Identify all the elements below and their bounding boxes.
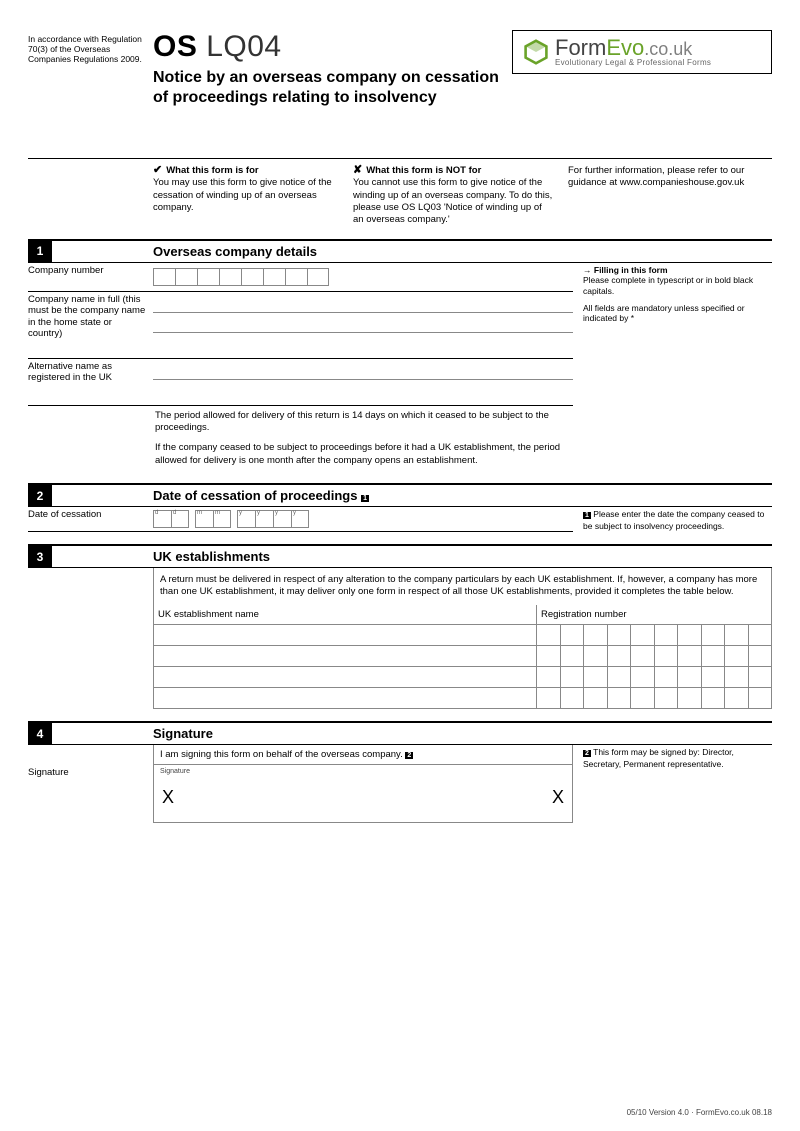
info-for: ✔What this form is for You may use this … <box>153 165 353 227</box>
establishments-table[interactable]: UK establishment name Registration numbe… <box>153 605 772 710</box>
section3-bar: 3 UK establishments <box>28 544 772 568</box>
info-further: For further information, please refer to… <box>568 165 772 227</box>
info-row: ✔What this form is for You may use this … <box>28 159 772 227</box>
info-for-body: You may use this form to give notice of … <box>153 177 339 214</box>
section2-bar: 2 Date of cessation of proceedings 1 <box>28 483 772 507</box>
side-body1: Please complete in typescript or in bold… <box>583 275 772 296</box>
company-name-label: Company name in full (this must be the c… <box>28 292 153 358</box>
info-notfor: ✘What this form is NOT for You cannot us… <box>353 165 568 227</box>
section4-side: 2 This form may be signed by: Director, … <box>573 745 772 823</box>
logo-text: FormEvo.co.uk <box>555 37 711 59</box>
section1-side: → Filling in this form Please complete i… <box>573 263 772 471</box>
section1-title: Overseas company details <box>153 241 772 262</box>
section1-note1: The period allowed for delivery of this … <box>153 406 573 439</box>
form-code: OS LQ04 <box>153 30 512 64</box>
form-subtitle: Notice by an overseas company on cessati… <box>153 68 512 108</box>
section2-side: 1 Please enter the date the company ceas… <box>573 507 772 532</box>
table-row[interactable] <box>154 646 772 667</box>
section3-num: 3 <box>28 546 52 567</box>
section1-bar: 1 Overseas company details <box>28 239 772 263</box>
section4-num: 4 <box>28 723 52 744</box>
col-est-name: UK establishment name <box>154 605 537 625</box>
section2-num: 2 <box>28 485 52 506</box>
title-block: OS LQ04 Notice by an overseas company on… <box>153 30 512 108</box>
alt-name-input[interactable] <box>153 359 573 405</box>
signature-x-left: X <box>162 787 174 808</box>
code-prefix: OS <box>153 30 197 63</box>
header-row: In accordance with Regulation 70(3) of t… <box>28 30 772 108</box>
section4-bar: 4 Signature <box>28 721 772 745</box>
logo-tagline: Evolutionary Legal & Professional Forms <box>555 59 711 67</box>
col-reg-num: Registration number <box>537 605 772 625</box>
footer-version: 05/10 Version 4.0 · FormEvo.co.uk 08.18 <box>627 1108 772 1117</box>
company-name-input[interactable] <box>153 292 573 358</box>
signature-input[interactable]: Signature X X <box>153 765 573 823</box>
signature-label: Signature <box>28 765 153 823</box>
date-cessation-label: Date of cessation <box>28 507 153 531</box>
section1-note2: If the company ceased to be subject to p… <box>153 438 573 471</box>
table-row[interactable] <box>154 625 772 646</box>
alt-name-label: Alternative name as registered in the UK <box>28 359 153 405</box>
regulation-note: In accordance with Regulation 70(3) of t… <box>28 30 153 65</box>
signature-x-right: X <box>552 787 564 808</box>
info-notfor-body: You cannot use this form to give notice … <box>353 177 554 226</box>
logo-hex-icon <box>523 39 549 65</box>
section1-num: 1 <box>28 241 52 262</box>
table-row[interactable] <box>154 667 772 688</box>
declaration: I am signing this form on behalf of the … <box>153 745 573 765</box>
logo: FormEvo.co.uk Evolutionary Legal & Profe… <box>512 30 772 74</box>
date-cessation-input[interactable]: dd mm yyyy <box>153 507 573 531</box>
side-head: Filling in this form <box>594 265 668 275</box>
section3-title: UK establishments <box>153 546 772 567</box>
company-number-label: Company number <box>28 263 153 291</box>
code-suffix: LQ04 <box>206 30 281 63</box>
side-body2: All fields are mandatory unless specifie… <box>583 303 772 324</box>
check-icon: ✔ <box>153 165 162 176</box>
section2-title: Date of cessation of proceedings 1 <box>153 485 772 506</box>
table-row[interactable] <box>154 688 772 709</box>
cross-icon: ✘ <box>353 165 362 176</box>
section4-title: Signature <box>153 723 772 744</box>
company-number-input[interactable] <box>153 266 573 288</box>
section3-intro: A return must be delivered in respect of… <box>153 568 772 605</box>
